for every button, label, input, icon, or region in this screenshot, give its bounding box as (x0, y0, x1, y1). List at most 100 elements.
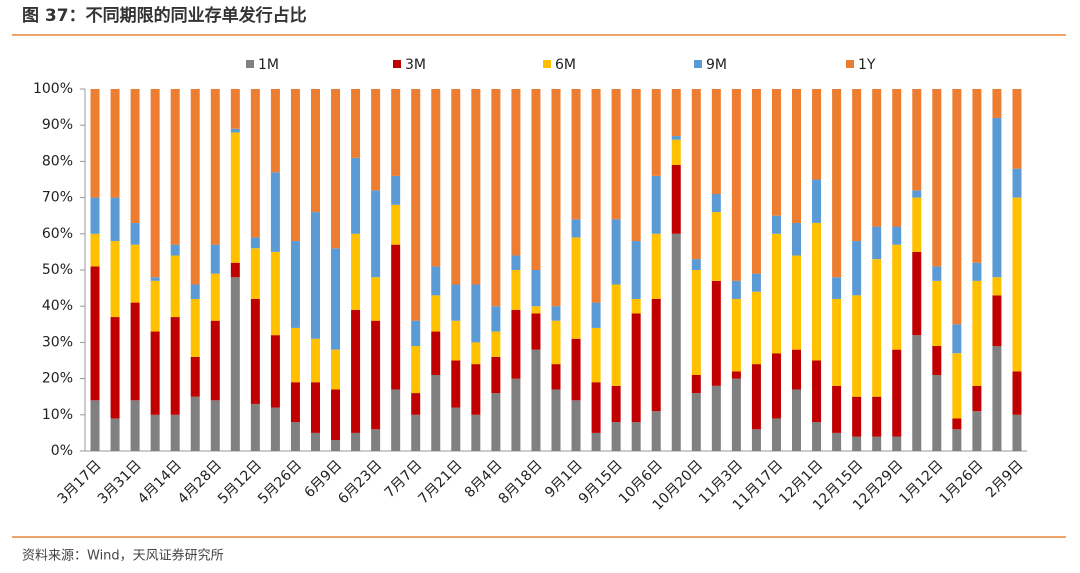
bar-segment (250, 298, 260, 404)
bar-segment (571, 338, 581, 401)
source: 资料来源：Wind，天风证券研究所 (22, 548, 224, 564)
bar-segment (771, 215, 781, 234)
bar-segment (170, 317, 180, 415)
bar-segment (631, 241, 641, 299)
bar-segment (331, 440, 341, 451)
bar-segment (290, 241, 300, 328)
bar-segment (471, 284, 481, 343)
bar-segment (691, 374, 701, 394)
bar-segment (431, 374, 441, 451)
bar-segment (671, 136, 681, 140)
bar-segment (511, 378, 521, 451)
bar-segment (932, 346, 942, 375)
bar-segment (952, 324, 962, 354)
bar-segment (170, 414, 180, 451)
bar-segment (551, 306, 561, 321)
legend-label: 3M (405, 57, 426, 73)
bar-segment (391, 204, 401, 245)
bar-segment (371, 190, 381, 278)
bar-segment (651, 233, 661, 299)
bar-segment (431, 331, 441, 375)
bar-segment (631, 298, 641, 314)
bar-segment (611, 385, 621, 423)
bar-segment (751, 429, 761, 451)
bar-segment (451, 360, 461, 408)
bar-segment (691, 270, 701, 375)
bar-segment (852, 295, 862, 397)
bar-segment (210, 273, 220, 321)
legend-swatch (393, 60, 401, 68)
bar-segment (912, 251, 922, 336)
bar-segment (792, 222, 802, 256)
bar-segment (270, 335, 280, 408)
bar-segment (130, 222, 140, 245)
bar-segment (912, 197, 922, 252)
legend-swatch (694, 60, 702, 68)
bar-segment (932, 266, 942, 281)
x-tick-label: 8月18日 (496, 457, 546, 507)
bar-segment (912, 89, 922, 191)
bar-segment (250, 89, 260, 238)
bar-segment (872, 396, 882, 437)
legend-label: 6M (555, 57, 576, 73)
bar-segment (371, 89, 381, 191)
bar-segment (771, 233, 781, 354)
bar-segment (972, 385, 982, 412)
x-tick-label: 7月21日 (415, 457, 465, 507)
bar-segment (150, 89, 160, 278)
bar-segment (290, 422, 300, 451)
bar-segment (391, 89, 401, 176)
bar-segment (611, 422, 621, 451)
bar-segment (591, 302, 601, 328)
bar-segment (972, 262, 982, 281)
bar-segment (551, 89, 561, 307)
y-tick-label: 20% (42, 371, 73, 387)
bar-segment (331, 248, 341, 350)
bar-segment (792, 389, 802, 451)
bar-segment (351, 89, 361, 158)
bar-segment (812, 222, 822, 361)
bar-segment (471, 364, 481, 415)
bar-segment (1012, 89, 1022, 169)
bar-segment (110, 197, 120, 242)
bar-segment (230, 89, 240, 129)
bar-segment (591, 382, 601, 433)
bar-segment (812, 360, 822, 423)
bar-segment (731, 371, 741, 379)
bar-segment (832, 89, 842, 278)
bar-segment (551, 364, 561, 390)
bar-segment (90, 266, 100, 401)
legend-label: 1Y (858, 57, 876, 73)
bar-segment (731, 280, 741, 299)
bar-segment (331, 89, 341, 249)
bar-segment (230, 128, 240, 133)
bar-segment (391, 244, 401, 390)
bar-segment (631, 89, 641, 242)
bar-segment (571, 237, 581, 339)
bar-segment (511, 255, 521, 270)
bar-segment (351, 432, 361, 451)
bar-segment (310, 382, 320, 433)
bar-segment (591, 432, 601, 451)
bar-segment (351, 233, 361, 310)
y-tick-label: 10% (42, 407, 73, 423)
legend-label: 9M (706, 57, 727, 73)
bar-segment (531, 306, 541, 314)
bar-segment (471, 414, 481, 451)
bar-segment (190, 298, 200, 357)
bar-segment (972, 89, 982, 263)
bar-segment (491, 356, 501, 394)
bar-segment (832, 277, 842, 299)
y-tick-label: 0% (51, 443, 73, 459)
bar-segment (771, 418, 781, 451)
bar-segment (651, 411, 661, 451)
bar-segment (331, 389, 341, 441)
y-tick-label: 100% (33, 81, 73, 97)
bar-segment (451, 89, 461, 285)
bar-segment (792, 349, 802, 390)
bar-segment (832, 385, 842, 433)
bar-segment (170, 89, 180, 245)
x-tick-label: 1月26日 (937, 457, 987, 507)
bar-segment (551, 320, 561, 365)
